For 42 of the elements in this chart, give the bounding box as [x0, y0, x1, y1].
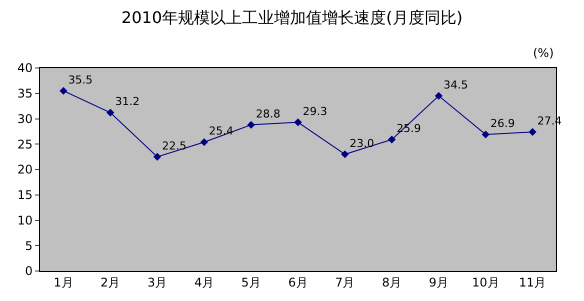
y-tick-label: 35 [17, 86, 33, 101]
y-tick-label: 30 [17, 112, 33, 126]
point [200, 138, 208, 146]
x-tick-label: 11月 [518, 275, 546, 290]
data-label: 34.5 [443, 78, 468, 92]
x-tick-label: 1月 [54, 275, 74, 290]
point [294, 118, 302, 126]
point [60, 86, 68, 95]
point [247, 120, 255, 129]
x-tick-label: 6月 [288, 275, 308, 290]
x-tick-label: 10月 [472, 275, 500, 290]
point [528, 128, 536, 136]
x-tick-label: 3月 [147, 275, 168, 290]
y-tick-label: 25 [17, 137, 33, 152]
y-tick-label: 15 [17, 188, 33, 202]
point [482, 130, 490, 138]
data-label: 25.4 [208, 124, 234, 138]
x-tick-label: 9月 [428, 275, 449, 290]
y-tick-label: 40 [17, 61, 33, 76]
data-label: 31.2 [115, 95, 140, 108]
y-tick-label: 10 [17, 213, 33, 228]
x-tick-label: 2月 [100, 275, 120, 290]
text: (%) [533, 46, 554, 60]
y-tick-label: 20 [17, 162, 33, 177]
data-label: 29.3 [302, 104, 328, 118]
data-label: 35.5 [68, 73, 93, 86]
point [434, 92, 443, 100]
point [388, 136, 396, 144]
x-tick-label: 7月 [335, 275, 355, 290]
x-tick-label: 8月 [382, 275, 402, 290]
point [153, 152, 162, 161]
x-tick-label: 5月 [241, 275, 261, 290]
y-tick-label: 0 [24, 264, 33, 278]
x-tick-label: 4月 [194, 275, 214, 290]
data-label: 23.0 [350, 136, 374, 150]
data-label: 26.9 [490, 116, 515, 130]
data-label: 28.8 [256, 107, 280, 120]
point [106, 108, 114, 117]
data-label: 22.5 [162, 139, 187, 152]
point [341, 150, 349, 158]
chart-title: 2010年规模以上工业增加值增长速度(月度同比) [121, 8, 463, 28]
y-tick-label: 5 [24, 238, 33, 253]
